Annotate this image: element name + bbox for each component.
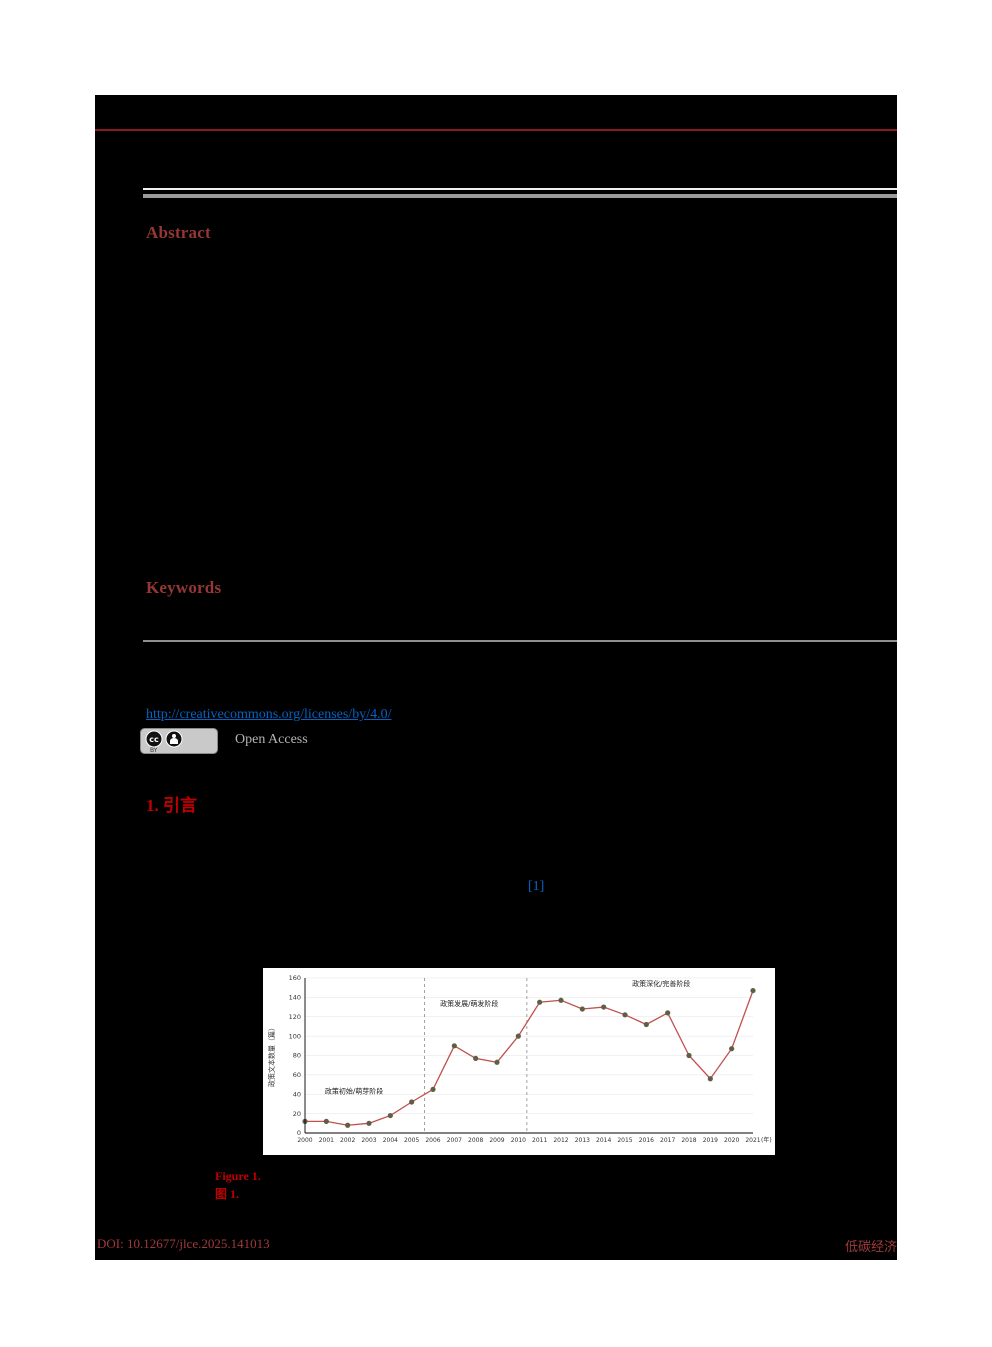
svg-text:2019: 2019 bbox=[703, 1137, 718, 1144]
figure1-chart: 0 20 40 60 80 100 120 140 160 2000 2001 2002 2003 200… bbox=[263, 968, 775, 1155]
svg-text:2003: 2003 bbox=[361, 1137, 376, 1144]
title-divider-double-rule bbox=[143, 188, 897, 198]
cc-license-link[interactable]: http://creativecommons.org/licenses/by/4… bbox=[146, 707, 392, 722]
svg-text:40: 40 bbox=[293, 1090, 301, 1098]
header-red-rule bbox=[95, 129, 897, 131]
figure-caption-en: Figure 1. bbox=[215, 1169, 261, 1183]
abstract-heading: Abstract bbox=[146, 223, 211, 242]
svg-text:20: 20 bbox=[293, 1110, 301, 1118]
svg-text:2000: 2000 bbox=[297, 1137, 312, 1144]
svg-text:2009: 2009 bbox=[489, 1137, 504, 1144]
svg-text:2004: 2004 bbox=[383, 1137, 398, 1144]
svg-text:2006: 2006 bbox=[425, 1137, 440, 1144]
svg-text:2018: 2018 bbox=[681, 1137, 696, 1144]
svg-text:政策发展/萌发阶段: 政策发展/萌发阶段 bbox=[440, 999, 498, 1008]
policy-count-line-chart: 0 20 40 60 80 100 120 140 160 2000 2001 2002 2003 200… bbox=[267, 974, 772, 1144]
figure-caption-zh: 图 1. bbox=[215, 1187, 240, 1201]
cc-by-badge-icon: cc BY bbox=[140, 728, 218, 754]
svg-text:2021: 2021 bbox=[745, 1137, 760, 1144]
svg-text:2012: 2012 bbox=[553, 1137, 568, 1144]
citation-link[interactable]: [1] bbox=[528, 879, 545, 894]
svg-text:2007: 2007 bbox=[447, 1137, 462, 1144]
svg-text:政策文本数量（篇）: 政策文本数量（篇） bbox=[267, 1024, 276, 1087]
paper-page: Abstract Keywords http://creativecommons… bbox=[95, 95, 897, 1260]
svg-text:2002: 2002 bbox=[340, 1137, 355, 1144]
divider-line-top bbox=[143, 188, 897, 190]
svg-text:160: 160 bbox=[289, 974, 301, 982]
section-heading-introduction: 1. 引言 bbox=[146, 796, 197, 815]
cc-logo-icon: cc bbox=[145, 730, 163, 748]
svg-text:2001: 2001 bbox=[319, 1137, 334, 1144]
person-icon bbox=[165, 730, 183, 748]
svg-text:2020: 2020 bbox=[724, 1137, 739, 1144]
cc-by-badge[interactable]: cc BY bbox=[140, 728, 218, 754]
svg-text:2014: 2014 bbox=[596, 1137, 611, 1144]
svg-text:2008: 2008 bbox=[468, 1137, 483, 1144]
svg-text:80: 80 bbox=[293, 1052, 301, 1060]
keywords-heading: Keywords bbox=[146, 578, 222, 597]
svg-text:2005: 2005 bbox=[404, 1137, 419, 1144]
svg-text:2016: 2016 bbox=[639, 1137, 654, 1144]
svg-text:2013: 2013 bbox=[575, 1137, 590, 1144]
cc-by-label: BY bbox=[150, 747, 158, 754]
divider-line-bottom bbox=[143, 194, 897, 198]
svg-text:cc: cc bbox=[149, 735, 159, 744]
svg-text:120: 120 bbox=[289, 1013, 301, 1021]
svg-text:100: 100 bbox=[289, 1032, 301, 1040]
svg-text:政策深化/完善阶段: 政策深化/完善阶段 bbox=[632, 979, 690, 988]
svg-text:(年): (年) bbox=[761, 1136, 772, 1144]
svg-text:140: 140 bbox=[289, 994, 301, 1002]
svg-text:2017: 2017 bbox=[660, 1137, 675, 1144]
footer-doi: DOI: 10.12677/jlce.2025.141013 bbox=[97, 1236, 270, 1251]
open-access-label: Open Access bbox=[235, 732, 308, 747]
keywords-divider-rule bbox=[143, 640, 897, 642]
svg-text:2010: 2010 bbox=[511, 1137, 526, 1144]
svg-text:2011: 2011 bbox=[532, 1137, 547, 1144]
svg-text:60: 60 bbox=[293, 1071, 301, 1079]
svg-text:政策初始/萌芽阶段: 政策初始/萌芽阶段 bbox=[325, 1086, 383, 1095]
footer-journal-name: 低碳经济 bbox=[844, 1239, 897, 1254]
svg-text:2015: 2015 bbox=[617, 1137, 632, 1144]
svg-text:0: 0 bbox=[297, 1129, 301, 1137]
